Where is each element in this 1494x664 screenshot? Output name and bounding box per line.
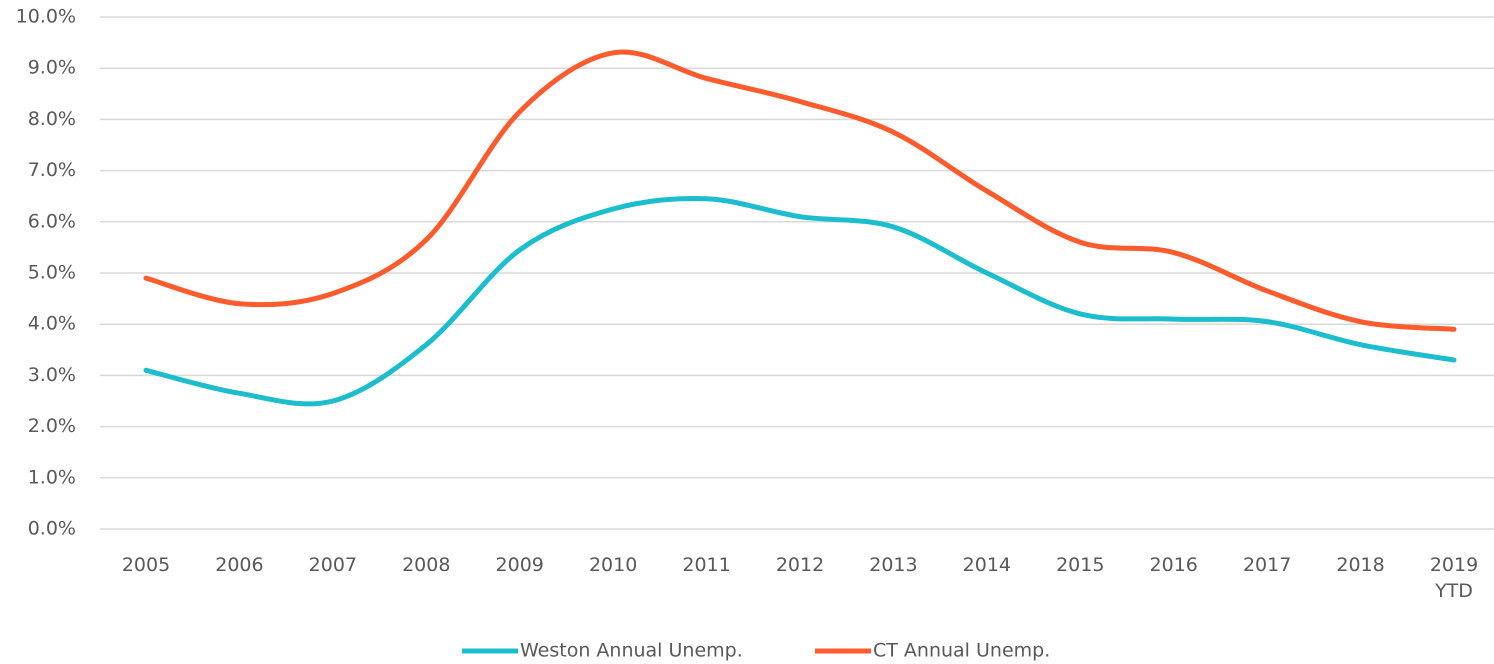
y-tick-label: 2.0% [28, 415, 76, 437]
y-tick-label: 6.0% [28, 210, 76, 232]
x-tick-label: 2009 [495, 554, 544, 576]
x-tick-label: 2014 [962, 554, 1012, 576]
x-tick-label: 2019 YTD [1429, 554, 1479, 602]
x-tick-label: 2015 [1056, 554, 1105, 576]
y-tick-label: 4.0% [28, 313, 76, 335]
y-tick-label: 9.0% [28, 57, 76, 79]
x-tick-label: 2010 [588, 554, 638, 576]
x-tick-label: 2007 [308, 554, 358, 576]
x-tick-label: 2013 [869, 554, 918, 576]
x-tick-label: 2005 [121, 554, 171, 576]
y-tick-label: 10.0% [16, 6, 76, 28]
y-tick-label: 3.0% [28, 364, 76, 386]
x-tick-label: 2006 [215, 554, 264, 576]
y-tick-label: 1.0% [28, 466, 76, 488]
x-tick-label: 2017 [1242, 554, 1292, 576]
x-tick-label: 2008 [402, 554, 451, 576]
y-tick-label: 8.0% [28, 108, 76, 130]
legend-label: CT Annual Unemp. [873, 640, 1050, 662]
x-tick-label: 2016 [1149, 554, 1198, 576]
y-tick-label: 5.0% [28, 262, 76, 284]
line [143, 49, 1457, 332]
line [143, 196, 1457, 407]
x-tick-label: 2011 [682, 554, 731, 576]
y-tick-label: 0.0% [28, 518, 76, 540]
y-tick-label: 7.0% [28, 159, 76, 181]
x-tick-label: 2012 [775, 554, 825, 576]
x-tick-label: 2018 [1336, 554, 1385, 576]
legend-label: Weston Annual Unemp. [520, 640, 743, 662]
